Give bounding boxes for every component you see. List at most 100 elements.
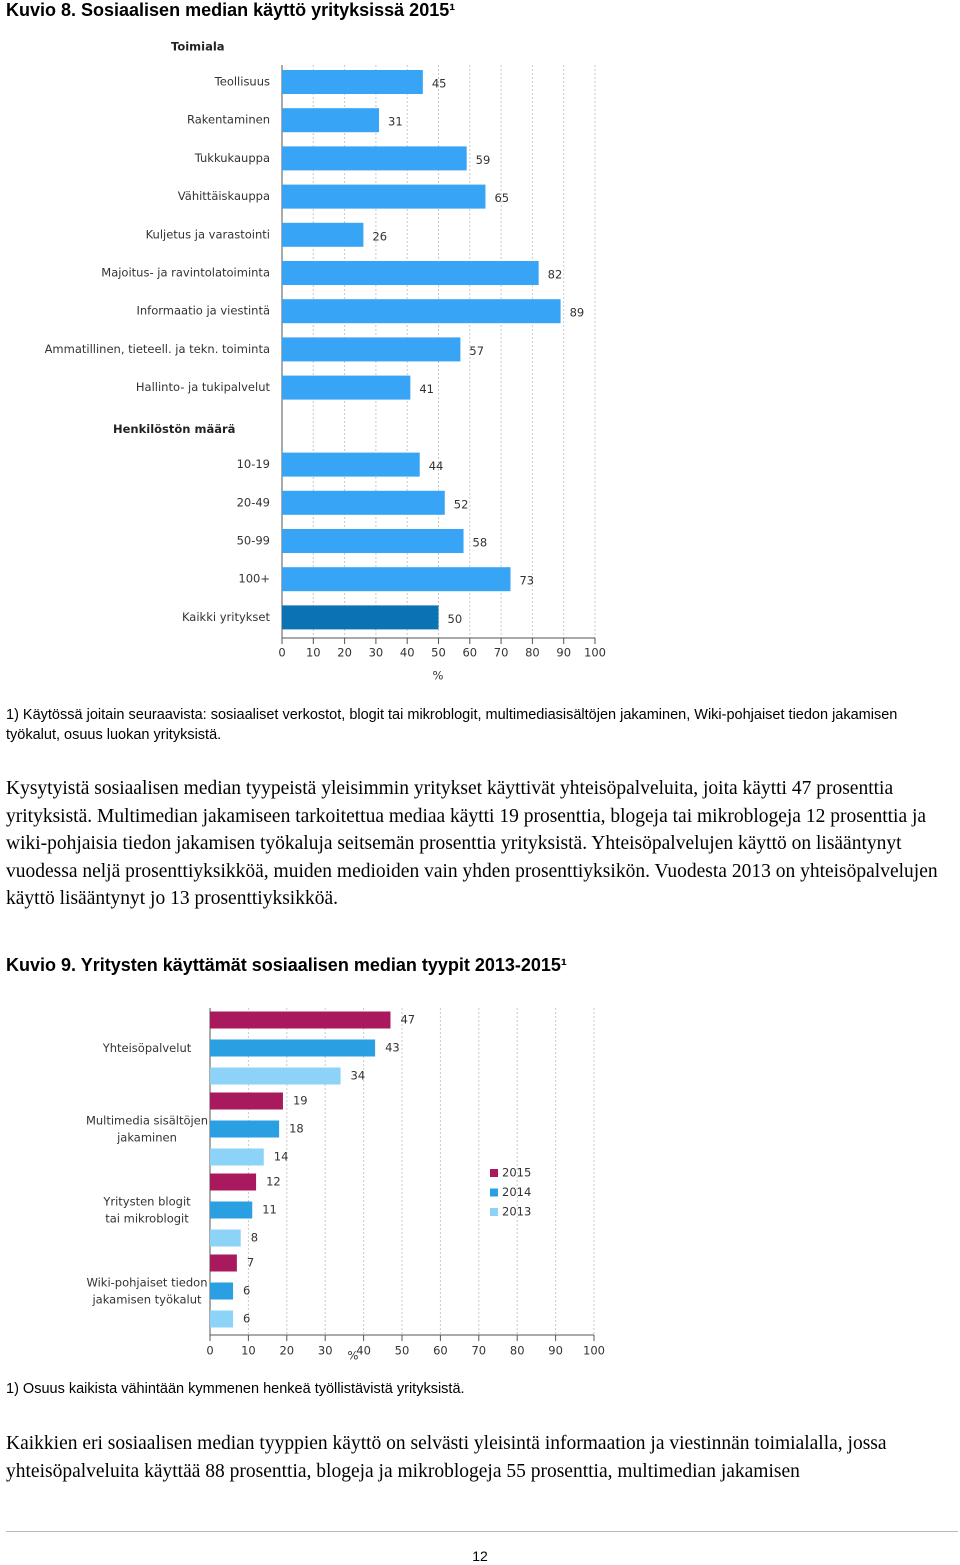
- legend-label: 2013: [502, 1205, 531, 1219]
- value-label: 31: [388, 115, 403, 129]
- category-label: Informaatio ja viestintä: [137, 304, 271, 318]
- x-tick-label: 100: [583, 1344, 605, 1358]
- bar: [282, 299, 561, 324]
- x-tick-label: 50: [395, 1344, 410, 1358]
- legend-swatch: [490, 1188, 498, 1197]
- category-label: Yritysten blogit tai mikroblogit: [102, 1194, 191, 1225]
- value-label: 18: [289, 1122, 304, 1136]
- category-label: 10-19: [237, 457, 270, 471]
- category-label-line: Multimedia sisältöjen: [86, 1113, 208, 1127]
- legend-label: 2015: [502, 1166, 531, 1180]
- x-tick-label: 40: [400, 646, 415, 660]
- category-label: 50-99: [237, 534, 270, 548]
- x-tick-label: 80: [525, 646, 540, 660]
- bar: [282, 490, 445, 515]
- x-tick-label: 60: [433, 1344, 448, 1358]
- category-label: Wiki-pohjaiset tiedon jakamisen työkalut: [86, 1275, 207, 1306]
- category-label-line: jakaminen: [116, 1130, 177, 1144]
- category-label-line: jakamisen työkalut: [91, 1292, 201, 1306]
- value-label: 6: [243, 1284, 250, 1298]
- group-label: Henkilöstön määrä: [113, 422, 235, 436]
- bar: [210, 1011, 391, 1029]
- x-tick-label: 30: [318, 1344, 333, 1358]
- separator: [6, 1531, 958, 1532]
- category-label: Ammatillinen, tieteell. ja tekn. toimint…: [45, 342, 270, 356]
- category-label: Yhteisöpalvelut: [102, 1041, 192, 1055]
- x-tick-label: 70: [471, 1344, 486, 1358]
- x-tick-label: 0: [206, 1344, 213, 1358]
- bar: [282, 375, 411, 400]
- x-tick-label: 30: [369, 646, 384, 660]
- bar: [210, 1310, 234, 1328]
- legend-swatch: [490, 1169, 498, 1177]
- value-label: 82: [548, 268, 563, 282]
- bar: [282, 184, 486, 209]
- value-label: 73: [519, 574, 534, 588]
- page-number: 12: [472, 1548, 488, 1564]
- value-label: 43: [385, 1041, 400, 1055]
- category-label-line: Yritysten blogit: [102, 1194, 191, 1208]
- x-tick-label: 80: [510, 1344, 525, 1358]
- x-tick-label: 60: [462, 646, 477, 660]
- value-label: 34: [351, 1069, 366, 1083]
- group-label: Toimiala: [171, 40, 225, 54]
- value-label: 65: [494, 191, 509, 205]
- value-label: 6: [243, 1312, 250, 1326]
- value-label: 12: [266, 1175, 281, 1189]
- category-label: Tukkukauppa: [194, 151, 270, 165]
- value-label: 52: [454, 497, 469, 511]
- value-label: 7: [247, 1256, 254, 1270]
- x-tick-label: 10: [241, 1344, 256, 1358]
- bar: [282, 70, 423, 94]
- value-label: 58: [473, 536, 488, 550]
- value-label: 57: [469, 344, 484, 358]
- bar: [210, 1173, 257, 1191]
- category-label: 100+: [238, 572, 270, 586]
- paragraph: Kaikkien eri sosiaalisen median tyyppien…: [6, 1433, 887, 1482]
- bar: [210, 1039, 376, 1057]
- value-label: 41: [419, 382, 434, 396]
- figure-title: Kuvio 9. Yritysten käyttämät sosiaalisen…: [6, 955, 567, 975]
- paragraph: Kysytyistä sosiaalisen median tyypeistä …: [6, 778, 938, 909]
- bar: [282, 452, 420, 477]
- value-label: 26: [372, 229, 387, 243]
- bar: [282, 222, 364, 247]
- category-label-line: Yhteisöpalvelut: [102, 1041, 192, 1055]
- bar: [210, 1148, 264, 1166]
- footnote: 1) Osuus kaikista vähintään kymmenen hen…: [6, 1381, 465, 1397]
- bar: [210, 1229, 241, 1247]
- x-tick-label: 70: [494, 646, 509, 660]
- x-tick-label: 90: [556, 646, 571, 660]
- figure-title: Kuvio 8. Sosiaalisen median käyttö yrity…: [6, 0, 456, 20]
- value-label: 14: [274, 1150, 289, 1164]
- bar: [282, 605, 439, 630]
- value-label: 59: [476, 153, 491, 167]
- value-label: 11: [262, 1203, 277, 1217]
- x-tick-label: 20: [337, 646, 352, 660]
- x-axis-label: %: [348, 1349, 359, 1363]
- category-label: Vähittäiskauppa: [178, 189, 270, 203]
- category-label-line: tai mikroblogit: [105, 1211, 189, 1225]
- bar: [282, 261, 539, 285]
- category-label: Majoitus- ja ravintolatoiminta: [101, 266, 270, 280]
- legend-label: 2014: [502, 1185, 531, 1199]
- bar: [210, 1201, 253, 1219]
- x-axis-label: %: [433, 669, 444, 683]
- bar: [282, 529, 464, 553]
- category-label: Multimedia sisältöjen jakaminen: [86, 1113, 208, 1144]
- value-label: 47: [400, 1013, 415, 1027]
- value-label: 8: [251, 1231, 258, 1245]
- value-label: 44: [429, 459, 444, 473]
- category-label: Rakentaminen: [187, 113, 270, 127]
- value-label: 89: [570, 306, 585, 320]
- category-label: Teollisuus: [214, 75, 270, 89]
- category-label: Hallinto- ja tukipalvelut: [136, 380, 271, 394]
- x-tick-label: 20: [279, 1344, 294, 1358]
- bar: [210, 1067, 341, 1085]
- category-label: Kaikki yritykset: [182, 610, 271, 624]
- category-label: 20-49: [237, 495, 270, 509]
- legend-swatch: [490, 1208, 498, 1216]
- bar: [210, 1282, 234, 1300]
